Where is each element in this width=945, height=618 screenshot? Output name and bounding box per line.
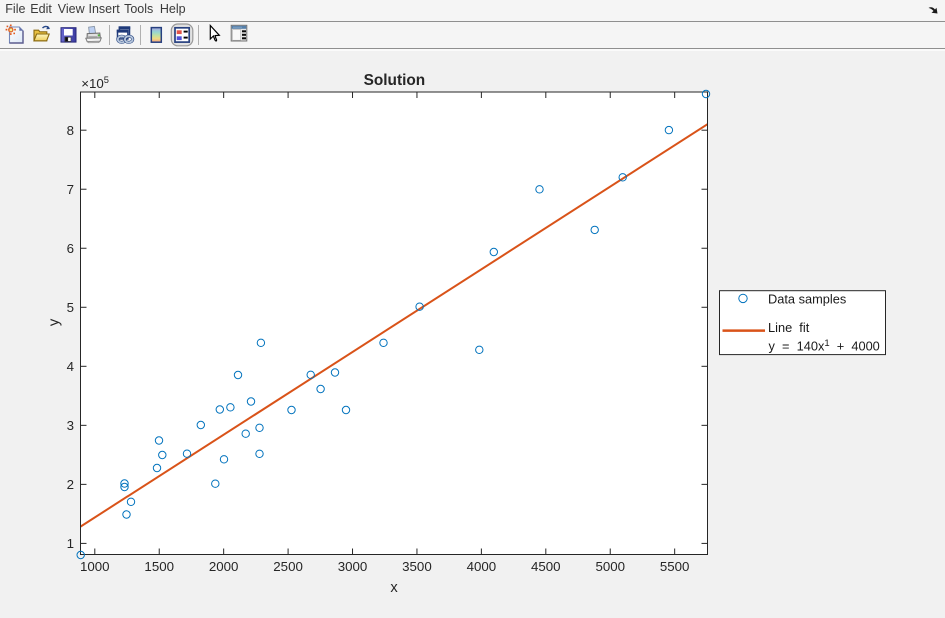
svg-text:4: 4 — [67, 359, 74, 374]
svg-text:6: 6 — [67, 241, 74, 256]
svg-text:x: x — [390, 580, 398, 596]
svg-text:2500: 2500 — [273, 559, 303, 574]
svg-text:4500: 4500 — [531, 559, 561, 574]
svg-text:y = 140x1 + 4000: y = 140x1 + 4000 — [769, 338, 880, 354]
svg-text:×105: ×105 — [81, 75, 109, 91]
svg-text:Data samples: Data samples — [768, 291, 846, 306]
svg-text:1000: 1000 — [80, 559, 110, 574]
svg-text:y: y — [47, 318, 63, 326]
svg-text:8: 8 — [67, 123, 74, 138]
svg-text:3000: 3000 — [338, 559, 368, 574]
svg-text:3: 3 — [67, 418, 74, 433]
svg-text:Solution: Solution — [364, 72, 426, 89]
svg-text:2000: 2000 — [209, 559, 239, 574]
svg-text:4000: 4000 — [467, 559, 497, 574]
svg-text:1500: 1500 — [144, 559, 174, 574]
svg-text:2: 2 — [67, 477, 74, 492]
svg-text:Line fit: Line fit — [768, 320, 810, 335]
svg-text:5: 5 — [67, 300, 74, 315]
svg-text:5500: 5500 — [660, 559, 690, 574]
svg-text:3500: 3500 — [402, 559, 432, 574]
svg-text:5000: 5000 — [595, 559, 625, 574]
svg-text:1: 1 — [67, 536, 74, 551]
svg-text:7: 7 — [67, 182, 74, 197]
